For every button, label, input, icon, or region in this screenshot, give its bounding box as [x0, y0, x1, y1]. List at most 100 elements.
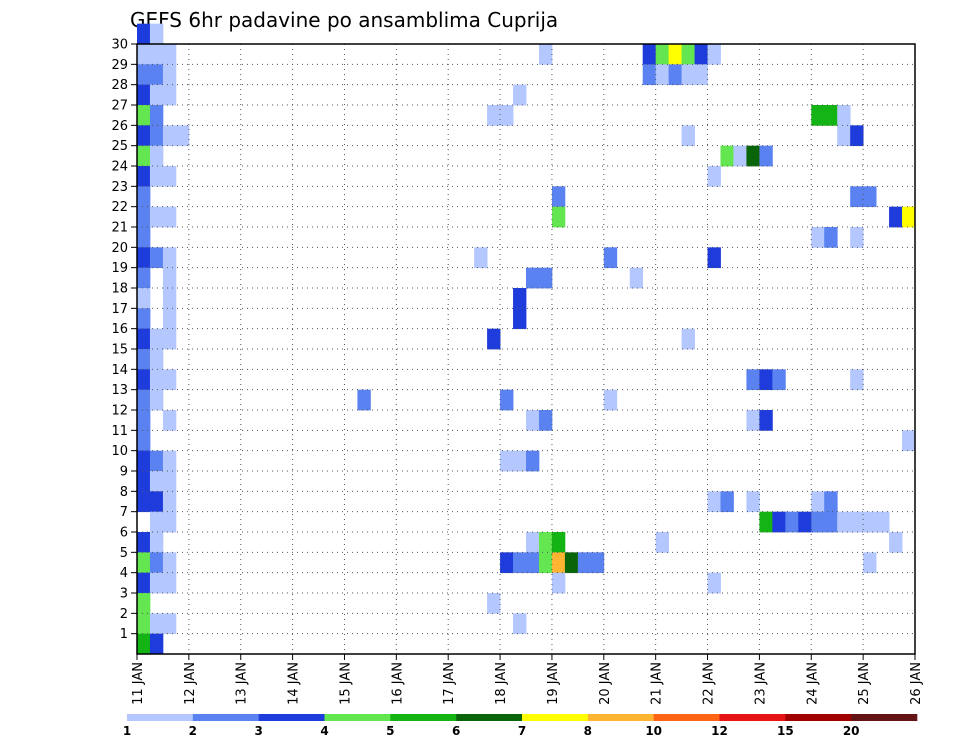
heatmap-cell	[513, 613, 527, 635]
heatmap-cell	[759, 369, 773, 391]
heatmap-cell	[551, 206, 566, 228]
y-tick-label: 14	[111, 363, 128, 378]
colorbar-label: 3	[254, 724, 262, 738]
heatmap-cell	[137, 308, 151, 330]
heatmap-cell	[526, 410, 540, 431]
heatmap-cell	[538, 267, 553, 289]
heatmap-cell	[902, 430, 916, 452]
heatmap-cell	[137, 430, 151, 452]
y-tick-label: 23	[111, 180, 128, 195]
heatmap-cell	[564, 552, 579, 574]
heatmap-cell	[149, 633, 164, 655]
heatmap-cell	[149, 613, 164, 635]
heatmap-cell	[137, 471, 151, 492]
y-tick-label: 24	[111, 160, 128, 175]
heatmap-cell	[655, 64, 670, 86]
heatmap-cell	[137, 328, 151, 350]
heatmap-cell	[538, 532, 553, 553]
heatmap-cell	[694, 44, 708, 65]
heatmap-cell	[746, 491, 760, 513]
y-tick-label: 7	[120, 505, 128, 520]
y-tick-label: 15	[111, 343, 128, 358]
y-tick-label: 2	[120, 607, 128, 622]
heatmap-cell	[137, 613, 151, 635]
heatmap-cell	[137, 369, 151, 391]
heatmap-cell	[824, 105, 838, 126]
heatmap-cell	[513, 552, 527, 574]
heatmap-cell	[824, 491, 838, 513]
heatmap-cell	[149, 166, 164, 187]
heatmap-cell	[137, 145, 151, 167]
heatmap-cell	[137, 593, 151, 614]
heatmap-cell	[149, 450, 164, 472]
y-tick-label: 19	[111, 261, 128, 276]
chart-title: GEFS 6hr padavine po ansamblima Cuprija	[130, 8, 558, 32]
heatmap-cell	[513, 288, 527, 309]
colorbar-swatch	[192, 714, 259, 721]
heatmap-cell	[603, 247, 618, 269]
heatmap-cell	[785, 511, 799, 533]
heatmap-cell	[149, 389, 164, 411]
heatmap-cell	[137, 23, 151, 45]
y-tick-label: 6	[120, 526, 128, 541]
heatmap-cell	[162, 491, 177, 513]
heatmap-cell	[162, 613, 177, 635]
heatmap-cell	[876, 511, 890, 533]
heatmap-cell	[629, 267, 644, 289]
y-tick-label: 20	[111, 241, 128, 256]
y-tick-label: 21	[111, 221, 128, 236]
heatmap-cell	[137, 491, 151, 513]
colorbar-swatch	[456, 714, 523, 721]
heatmap-cell	[149, 125, 164, 147]
heatmap-cell	[137, 44, 151, 65]
x-tick-label: 16 JAN	[390, 662, 405, 705]
colorbar-swatch	[719, 714, 786, 721]
heatmap-cell	[149, 471, 164, 492]
heatmap-cell	[474, 247, 488, 269]
colorbar-label: 12	[711, 724, 728, 738]
heatmap-cell	[487, 328, 501, 350]
heatmap-cell	[513, 450, 527, 472]
heatmap-cell	[500, 450, 514, 472]
heatmap-cell	[162, 471, 177, 492]
heatmap-cell	[162, 308, 177, 330]
heatmap-cell	[513, 308, 527, 330]
heatmap-cell	[811, 511, 825, 533]
heatmap-cell	[772, 369, 786, 391]
heatmap-cell	[500, 389, 514, 411]
x-tick-label: 21 JAN	[650, 662, 665, 705]
y-tick-label: 27	[111, 99, 128, 114]
colorbar: 1 2 3 4 5 6 7 8 10 12 15 20	[123, 714, 918, 738]
colorbar-swatch	[258, 714, 325, 721]
colorbar-swatch	[785, 714, 852, 721]
heatmap-cell	[720, 491, 734, 513]
heatmap-cell	[149, 105, 164, 126]
heatmap-cell	[538, 552, 553, 574]
heatmap-cell	[500, 105, 514, 126]
grid-lines	[137, 43, 915, 654]
heatmap-cell	[590, 552, 605, 574]
heatmap-cell	[162, 369, 177, 391]
heatmap-cell	[707, 572, 721, 594]
colorbar-label: 8	[584, 724, 592, 738]
x-tick-label: 20 JAN	[598, 662, 613, 705]
heatmap-cell	[551, 532, 566, 553]
heatmap-cell	[863, 186, 877, 208]
heatmap-cell	[837, 105, 851, 126]
heatmap-cell	[149, 328, 164, 350]
heatmap-cell	[162, 166, 177, 187]
heatmap-cell	[162, 511, 177, 533]
heatmap-cell	[733, 145, 747, 167]
heatmap-cell	[137, 247, 151, 269]
heatmap-cell	[668, 64, 682, 86]
heatmap-cell	[526, 267, 540, 289]
y-tick-label: 25	[111, 139, 128, 154]
heatmap-cell	[137, 64, 151, 86]
heatmap-cell	[162, 572, 177, 594]
axes: 1234567891011121314151617181920212223242…	[111, 38, 924, 705]
heatmap-cell	[137, 206, 151, 228]
heatmap-cell	[746, 145, 760, 167]
heatmap-cell	[577, 552, 592, 574]
heatmap-cell	[526, 532, 540, 553]
